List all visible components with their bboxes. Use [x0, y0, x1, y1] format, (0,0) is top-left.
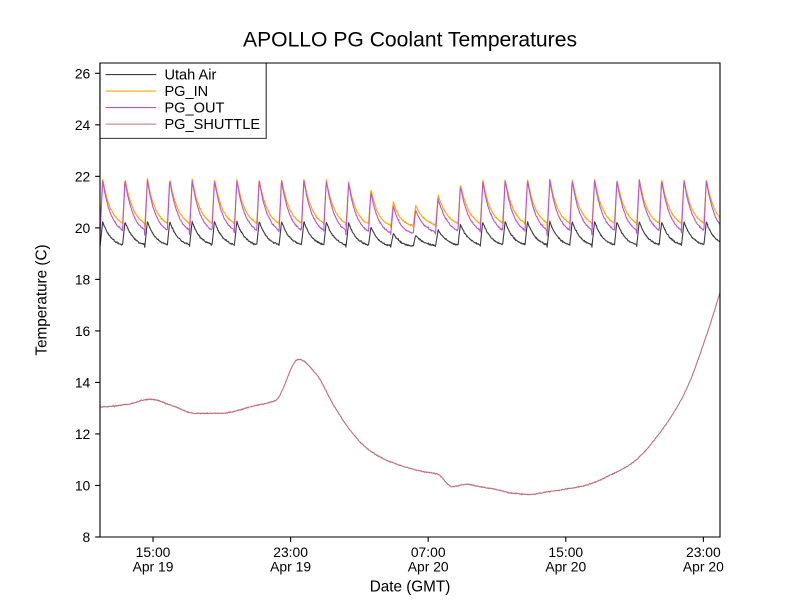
svg-text:24: 24	[75, 117, 91, 133]
svg-text:PG_IN: PG_IN	[164, 84, 208, 100]
svg-text:PG_OUT: PG_OUT	[164, 101, 224, 117]
svg-text:Apr 20: Apr 20	[408, 559, 449, 575]
svg-text:23:00: 23:00	[686, 544, 721, 560]
svg-text:07:00: 07:00	[411, 544, 446, 560]
svg-text:15:00: 15:00	[548, 544, 583, 560]
svg-text:20: 20	[75, 220, 91, 236]
svg-text:Apr 20: Apr 20	[545, 559, 586, 575]
svg-text:18: 18	[75, 271, 91, 287]
svg-text:Temperature (C): Temperature (C)	[34, 244, 51, 355]
svg-text:APOLLO PG Coolant Temperatures: APOLLO PG Coolant Temperatures	[243, 28, 577, 51]
svg-text:Apr 19: Apr 19	[133, 559, 174, 575]
svg-text:PG_SHUTTLE: PG_SHUTTLE	[164, 117, 260, 133]
svg-text:23:00: 23:00	[273, 544, 308, 560]
svg-text:12: 12	[75, 426, 91, 442]
svg-text:26: 26	[75, 65, 91, 81]
svg-text:Utah Air: Utah Air	[164, 68, 216, 84]
svg-text:16: 16	[75, 323, 91, 339]
svg-text:Apr 20: Apr 20	[683, 559, 724, 575]
svg-text:15:00: 15:00	[136, 544, 171, 560]
svg-text:8: 8	[83, 529, 91, 545]
svg-text:Date (GMT): Date (GMT)	[370, 578, 451, 595]
svg-text:14: 14	[75, 374, 91, 390]
svg-text:Apr 19: Apr 19	[270, 559, 311, 575]
svg-text:22: 22	[75, 168, 91, 184]
svg-text:10: 10	[75, 478, 91, 494]
